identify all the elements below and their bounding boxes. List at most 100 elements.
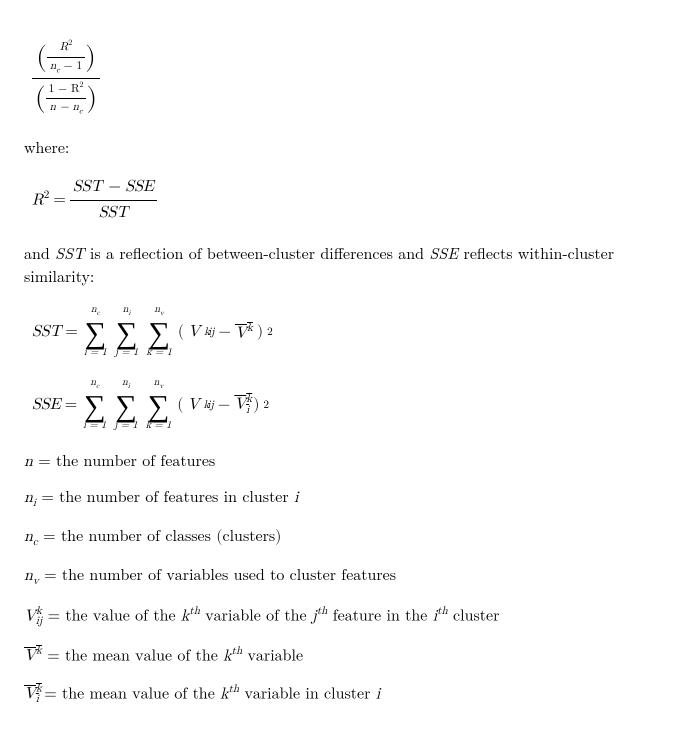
- minus-sign: −: [218, 321, 230, 343]
- def-ni: ni = the number of features in cluster i: [24, 487, 657, 512]
- r-sym: R: [60, 42, 68, 53]
- eq-sign: =: [65, 321, 77, 343]
- sst-sse-desc: and SST is a reflection of between-clust…: [24, 242, 657, 287]
- denominator-frac: 1 − R2 n − nc: [46, 80, 87, 119]
- vijk-sym: V: [188, 321, 200, 343]
- r2-den: SST: [70, 201, 157, 224]
- where-label: where:: [24, 136, 657, 158]
- sst-lhs: SST: [32, 321, 61, 343]
- text-and: and: [24, 241, 55, 264]
- formula-r-squared: R2 = SST − SSE SST: [24, 176, 657, 224]
- def-nc: nc = the number of classes (clusters): [24, 526, 657, 551]
- vbar-k: Vk: [235, 321, 253, 345]
- vbar-k-sup: k: [247, 323, 253, 334]
- r-sup-2: 2: [79, 81, 83, 89]
- def-ni-text: = the number of features in cluster: [36, 490, 294, 506]
- sse-sum-j-bot: j = 1: [114, 421, 137, 432]
- formula-f-ratio: ( R2 nc − 1 ) ( 1 − R2 n − nc ): [24, 38, 657, 118]
- def-vijk-th3: th: [437, 606, 448, 617]
- def-vik-bar-t1: = the mean value of the: [39, 686, 220, 702]
- sum-k: nv ∑ k = 1: [146, 305, 172, 360]
- sst-sym: SST: [55, 241, 84, 264]
- open-paren: (: [178, 321, 184, 343]
- def-nv: nv = the number of variables used to clu…: [24, 565, 657, 590]
- def-n-text: = the number of features: [33, 454, 215, 470]
- minus-sign-2: −: [218, 394, 230, 416]
- def-vijk-th1: th: [189, 606, 200, 617]
- open-paren-2: (: [177, 394, 183, 416]
- sum-j-bot: j = 1: [115, 348, 138, 359]
- numerator-frac: R2 nc − 1: [47, 38, 85, 77]
- r2-num: SST − SSE: [70, 176, 157, 200]
- sse-sum-j: ni ∑ j = 1: [114, 378, 137, 433]
- def-vk-bar-sym-wrap: Vk: [24, 648, 42, 664]
- nc-sub: c: [56, 66, 60, 74]
- def-vik-bar-k: k: [220, 686, 228, 702]
- sum-j: ni ∑ j = 1: [115, 305, 138, 360]
- text-mid: is a reflection of between-cluster diffe…: [85, 241, 430, 264]
- sum-i-bot: i = 1: [84, 348, 107, 359]
- def-vijk-t4: cluster: [448, 608, 500, 624]
- vbar-k-sym: V: [235, 325, 247, 341]
- one-minus-r: 1 − R: [49, 83, 80, 94]
- def-vik-bar-sym-wrap: Vki: [24, 686, 39, 702]
- ratio-outer-frac: ( R2 nc − 1 ) ( 1 − R2 n − nc ): [32, 38, 100, 118]
- def-vijk: Vkij = the value of the kth variable of …: [24, 604, 657, 630]
- def-vijk-th2: th: [317, 606, 328, 617]
- def-nv-text: = the number of variables used to cluste…: [39, 568, 396, 584]
- r2-frac: SST − SSE SST: [70, 176, 157, 224]
- vbar-ik-sym: V: [234, 397, 246, 413]
- sse-sym: SSE: [429, 241, 458, 264]
- denominator-paren: ( 1 − R2 n − nc ): [35, 80, 97, 119]
- sum-i: nc ∑ i = 1: [84, 305, 107, 360]
- def-vik-bar-i: i: [376, 686, 380, 702]
- def-vijk-sym: V: [24, 608, 36, 624]
- def-vik-bar-sym: V: [24, 686, 36, 702]
- close-paren-2: ): [253, 394, 259, 416]
- sse-vijk-sym: V: [188, 394, 200, 416]
- def-vk-bar-t1: = the mean value of the: [42, 648, 223, 664]
- def-vijk-t3: feature in the: [327, 608, 432, 624]
- vbar-ik-sup: k: [246, 394, 252, 405]
- r-sup: 2: [68, 39, 72, 47]
- def-n-sym: n: [24, 454, 33, 470]
- def-vk-bar-th1: th: [232, 646, 243, 657]
- vbar-ik-sub: i: [246, 405, 249, 416]
- def-vk-bar-k: k: [223, 648, 231, 664]
- n-minus-nc: n − n: [50, 102, 79, 113]
- def-vijk-t2: variable of the: [200, 608, 312, 624]
- def-vijk-t1: = the value of the: [42, 608, 181, 624]
- sse-vijk-sub: ij: [207, 398, 214, 414]
- def-nc-sym: n: [24, 529, 33, 545]
- def-nv-sym: n: [24, 568, 33, 584]
- sse-lhs: SSE: [32, 394, 61, 416]
- def-vk-bar-sym: V: [24, 648, 36, 664]
- vbar-ik: Vki: [234, 392, 249, 418]
- sse-sum-k-bot: k = 1: [146, 421, 172, 432]
- def-n: n = the number of features: [24, 451, 657, 473]
- close-paren: ): [257, 321, 263, 343]
- numerator-paren: ( R2 nc − 1 ): [36, 38, 96, 77]
- sse-sum-i-bot: i = 1: [83, 421, 106, 432]
- vijk-sub: ij: [208, 325, 215, 341]
- r2-lhs: R: [32, 193, 44, 209]
- sum-k-bot: k = 1: [146, 348, 172, 359]
- def-ni-tail: i: [294, 490, 298, 506]
- def-vik-bar-th1: th: [229, 684, 240, 695]
- formula-sst: SST = nc ∑ i = 1 ni ∑ j = 1 nv ∑ k = 1 (…: [24, 305, 657, 360]
- sse-sum-k: nv ∑ k = 1: [146, 378, 172, 433]
- square-2b: 2: [263, 398, 269, 414]
- def-vk-bar-t2: variable: [242, 648, 303, 664]
- square-2: 2: [267, 325, 273, 341]
- sse-sum-i: nc ∑ i = 1: [83, 378, 106, 433]
- r2-lhs-sup: 2: [44, 190, 50, 201]
- def-vk-bar: Vk = the mean value of the kth variable: [24, 644, 657, 668]
- equals-sign: =: [53, 189, 65, 211]
- def-nc-text: = the number of classes (clusters): [38, 529, 282, 545]
- eq-sign-2: =: [65, 394, 77, 416]
- formula-sse: SSE = nc ∑ i = 1 ni ∑ j = 1 nv ∑ k = 1 (…: [24, 378, 657, 433]
- n-minus-nc-sub: c: [79, 108, 83, 116]
- minus-one: − 1: [64, 61, 83, 72]
- def-vik-bar-t2: variable in cluster: [239, 686, 376, 702]
- def-ni-sym: n: [24, 490, 33, 506]
